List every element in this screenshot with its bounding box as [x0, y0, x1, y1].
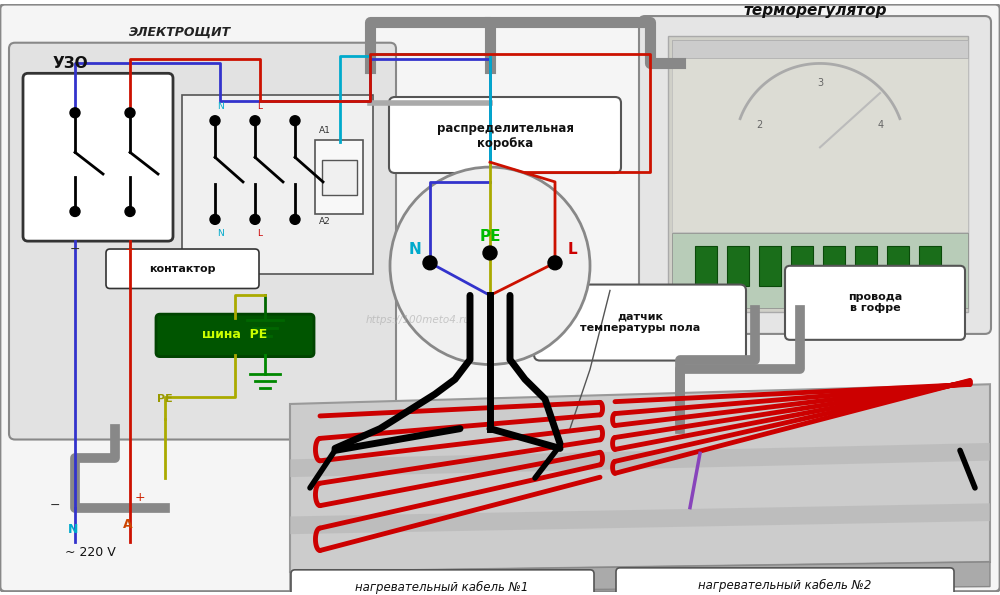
Circle shape	[390, 167, 590, 365]
Bar	[919, 246, 941, 286]
Text: A1: A1	[319, 126, 331, 135]
Bar	[823, 246, 845, 286]
Text: распределительная
коробка: распределительная коробка	[436, 121, 574, 149]
FancyBboxPatch shape	[156, 314, 314, 356]
Circle shape	[210, 214, 220, 224]
Circle shape	[290, 214, 300, 224]
Circle shape	[210, 116, 220, 126]
Bar	[672, 40, 968, 58]
Text: датчик
температуры пола: датчик температуры пола	[580, 311, 700, 333]
FancyBboxPatch shape	[639, 16, 991, 334]
Circle shape	[125, 108, 135, 118]
Circle shape	[548, 256, 562, 270]
Text: PE: PE	[479, 228, 501, 244]
Text: L: L	[258, 102, 262, 111]
Bar	[887, 246, 909, 286]
FancyBboxPatch shape	[182, 95, 373, 274]
Text: провода
в гофре: провода в гофре	[848, 292, 902, 313]
Bar	[759, 246, 781, 286]
Text: A: A	[123, 518, 133, 531]
Bar	[672, 233, 968, 308]
Text: ЭЛЕКТРОЩИТ: ЭЛЕКТРОЩИТ	[129, 26, 231, 39]
Text: контактор: контактор	[149, 264, 215, 274]
Polygon shape	[290, 443, 990, 477]
Bar	[855, 246, 877, 286]
Bar	[322, 160, 357, 195]
Text: ~ 220 V: ~ 220 V	[65, 546, 115, 559]
Bar	[727, 246, 749, 286]
Circle shape	[483, 246, 497, 260]
FancyBboxPatch shape	[23, 73, 173, 241]
Text: 4: 4	[878, 120, 884, 130]
Circle shape	[290, 116, 300, 126]
FancyBboxPatch shape	[534, 284, 746, 361]
Text: A2: A2	[319, 217, 331, 226]
Circle shape	[250, 214, 260, 224]
Text: нагревательный кабель №2: нагревательный кабель №2	[698, 579, 872, 592]
Text: шина  РЕ: шина РЕ	[202, 328, 268, 342]
FancyBboxPatch shape	[9, 43, 396, 440]
Text: УЗО: УЗО	[52, 57, 88, 71]
Text: 3: 3	[817, 78, 823, 88]
Text: N: N	[68, 523, 78, 536]
Text: нагревательный кабель №1: нагревательный кабель №1	[355, 581, 529, 594]
Circle shape	[125, 206, 135, 217]
Text: L: L	[567, 242, 577, 256]
Bar	[315, 140, 363, 214]
FancyBboxPatch shape	[106, 249, 259, 289]
FancyBboxPatch shape	[785, 266, 965, 340]
Text: +: +	[125, 243, 135, 255]
Text: −: −	[70, 243, 80, 255]
Text: N: N	[409, 242, 421, 256]
Text: N: N	[217, 102, 223, 111]
Text: 2: 2	[756, 120, 762, 130]
Text: PE: PE	[157, 394, 173, 404]
Text: N: N	[217, 229, 223, 238]
FancyBboxPatch shape	[616, 568, 954, 595]
Bar	[672, 40, 968, 232]
Circle shape	[250, 116, 260, 126]
Polygon shape	[290, 384, 990, 572]
Text: −: −	[50, 499, 60, 512]
FancyBboxPatch shape	[389, 97, 621, 173]
Polygon shape	[290, 562, 990, 591]
Bar	[668, 36, 968, 312]
Text: https://100meto4.ru.: https://100meto4.ru.	[366, 315, 474, 325]
Circle shape	[70, 206, 80, 217]
Text: +: +	[135, 491, 145, 504]
Circle shape	[423, 256, 437, 270]
Text: терморегулятор: терморегулятор	[743, 3, 887, 18]
FancyBboxPatch shape	[291, 570, 594, 595]
FancyBboxPatch shape	[0, 4, 1000, 591]
Circle shape	[70, 108, 80, 118]
Bar	[791, 246, 813, 286]
Bar	[695, 246, 717, 286]
Polygon shape	[290, 503, 990, 534]
Text: L: L	[258, 229, 262, 238]
